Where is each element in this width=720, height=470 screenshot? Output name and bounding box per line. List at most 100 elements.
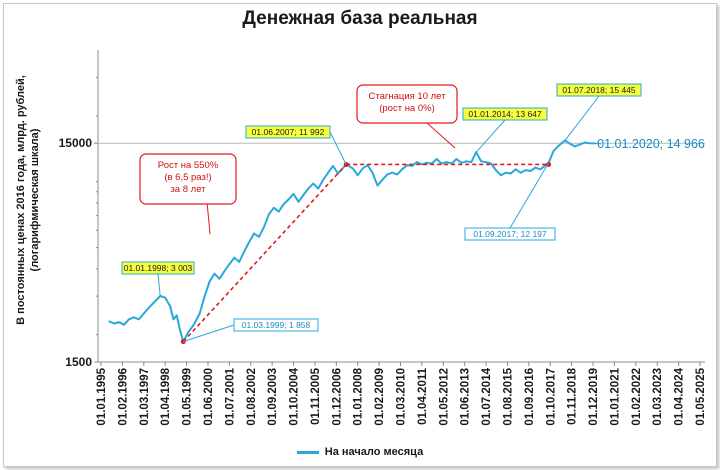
series-point-1 (113, 322, 116, 325)
series-point-31 (258, 235, 260, 238)
series-point-25 (228, 263, 231, 266)
x-tick-label-12: 01.01.2008 (353, 367, 365, 425)
series-point-79 (499, 174, 502, 177)
series-point-95 (583, 141, 586, 144)
callout-pointer-stagnation (426, 122, 456, 149)
series-point-68 (445, 161, 448, 163)
callout-box-growth (139, 153, 237, 205)
chart-frame (3, 3, 717, 467)
series-point-33 (267, 213, 270, 216)
x-tick-label-22: 01.11.2018 (567, 367, 579, 425)
y-tick-label-15000: 15000 (59, 136, 93, 150)
series-point-42 (312, 182, 315, 185)
series-point-93 (574, 145, 576, 148)
series-point-45 (327, 171, 329, 174)
series-point-34 (272, 206, 275, 209)
series-point-63 (420, 163, 423, 166)
series-point-7 (142, 312, 145, 315)
series-point-64 (425, 161, 428, 164)
callout-text-stagnation-1: (рост на 0%) (379, 103, 435, 114)
annotation-box-a1998 (121, 261, 195, 275)
x-tick-label-10: 01.11.2005 (310, 367, 322, 425)
series-point-19 (198, 312, 201, 315)
x-tick-label-6: 01.07.2001 (224, 367, 236, 425)
series-point-77 (490, 162, 492, 165)
annotation-pointer-a1999 (183, 324, 235, 343)
x-tick-label-16: 01.05.2012 (438, 368, 450, 426)
y-tick-label-1500: 1500 (65, 355, 92, 369)
callout-pointer-growth (206, 203, 211, 235)
series-point-78 (495, 169, 497, 172)
annotation-pointer-a2017 (509, 162, 550, 229)
series-point-20 (203, 295, 206, 298)
series-point-66 (435, 158, 438, 160)
series-point-38 (292, 192, 295, 195)
annotation-text-a2018: 01.07.2018; 15 445 (562, 85, 636, 95)
series-point-90 (557, 144, 560, 147)
annotation-text-a2014: 01.01.2014; 13 647 (468, 109, 542, 119)
x-tick-label-0: 01.01.1995 (96, 367, 108, 425)
x-tick-label-27: 01.04.2024 (674, 367, 686, 425)
annotation-pointer-a1998 (157, 273, 161, 297)
series-point-30 (253, 232, 255, 235)
series-point-4 (128, 318, 130, 321)
series-point-14 (175, 314, 178, 317)
series-point-50 (356, 174, 359, 177)
x-tick-label-4: 01.05.1999 (182, 368, 194, 426)
series-point-87 (539, 168, 542, 171)
annotation-text-a1999: 01.03.1999; 1 858 (242, 320, 311, 330)
x-tick-label-24: 01.01.2021 (609, 367, 621, 425)
series-point-83 (519, 171, 522, 174)
series-point-35 (277, 210, 280, 213)
series-point-0 (108, 320, 111, 323)
annotation-pointer-a2014 (475, 119, 506, 153)
series-point-37 (287, 198, 290, 201)
series-point-9 (152, 301, 155, 304)
callout-text-growth-0: Рост на 550% (158, 160, 219, 171)
x-tick-label-18: 01.07.2014 (481, 367, 493, 425)
series-point-94 (578, 143, 581, 146)
annotation-pointer-a2020 (594, 142, 602, 145)
annotation-text-a2007: 01.06.2007; 11 992 (252, 127, 325, 137)
series-point-29 (248, 241, 251, 243)
series-point-23 (218, 277, 221, 280)
series-point-73 (470, 161, 473, 163)
series-point-21 (208, 280, 211, 283)
series-point-41 (307, 187, 310, 190)
series-point-12 (169, 305, 172, 308)
series-point-56 (386, 173, 389, 176)
x-tick-label-23: 01.12.2019 (588, 368, 600, 426)
x-tick-label-13: 01.02.2009 (374, 368, 386, 426)
series-point-26 (233, 256, 236, 259)
series-point-53 (371, 171, 374, 174)
series-point-92 (569, 142, 571, 145)
x-tick-label-7: 01.08.2002 (246, 368, 258, 426)
x-tick-label-21: 01.10.2017 (545, 368, 557, 426)
series-point-46 (332, 165, 334, 167)
series-point-39 (297, 200, 300, 203)
series-point-70 (455, 158, 458, 160)
series-point-85 (529, 170, 532, 172)
x-tick-label-25: 01.02.2022 (631, 368, 643, 426)
x-tick-label-11: 01.12.2006 (331, 368, 343, 426)
series-point-49 (351, 167, 354, 170)
series-point-81 (509, 172, 512, 175)
annotation-box-a2014 (462, 107, 548, 121)
series-point-89 (552, 150, 555, 153)
series-point-18 (192, 324, 195, 327)
series-point-11 (164, 296, 167, 299)
series-point-28 (243, 250, 246, 253)
chart-title: Денежная база реальная (242, 8, 478, 29)
series-point-82 (514, 168, 517, 171)
series-point-27 (238, 261, 241, 263)
x-tick-label-19: 01.08.2015 (502, 367, 514, 425)
series-point-24 (223, 270, 226, 273)
series-point-43 (317, 187, 320, 190)
series-point-17 (187, 331, 190, 334)
series-point-84 (524, 169, 527, 172)
annotation-box-a1999 (233, 318, 319, 332)
growth-trend-line (182, 163, 347, 343)
series-point-60 (406, 164, 408, 167)
series-point-22 (213, 272, 216, 275)
series-point-3 (123, 323, 125, 326)
